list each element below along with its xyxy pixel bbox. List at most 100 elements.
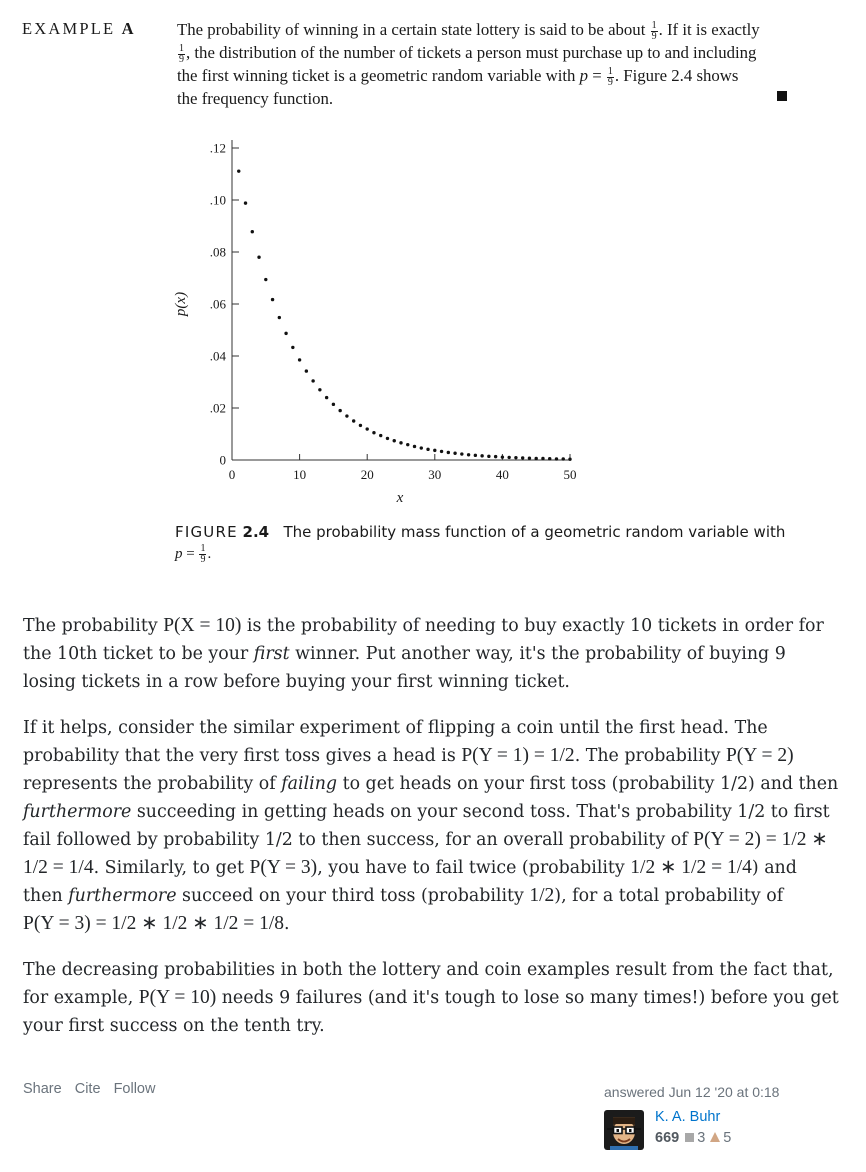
data-point <box>433 448 437 453</box>
math-expression: 1/2 ∗ 1/2 = 1/4 <box>630 857 752 878</box>
follow-link[interactable]: Follow <box>113 1081 156 1097</box>
answer-text: winner. Put another way, it's the probab… <box>23 644 786 692</box>
data-point <box>250 230 254 234</box>
user-name-link[interactable]: K. A. Buhr <box>655 1109 721 1125</box>
geometric-pmf-chart: 0 .02 .04 .06 .08 .10 .12 0 10 20 30 40 50 p(x) x <box>170 126 590 510</box>
example-label: EXAMPLE A <box>22 19 134 38</box>
chart-svg: 0 .02 .04 .06 .08 .10 .12 0 10 20 30 40 50 p(x) x <box>173 140 577 506</box>
data-point <box>392 439 396 443</box>
y-tick-label: .02 <box>210 401 226 416</box>
emphasis-text: failing <box>281 774 338 794</box>
y-tick-label: .04 <box>210 349 227 364</box>
data-point <box>480 454 484 458</box>
data-point <box>372 431 376 435</box>
data-point <box>534 456 538 461</box>
data-point <box>453 451 457 455</box>
y-tick-label: .12 <box>210 141 226 156</box>
data-point <box>507 455 511 460</box>
data-point <box>331 402 336 407</box>
data-point <box>243 201 248 205</box>
x-tick-label: 20 <box>361 467 374 482</box>
data-point <box>338 408 342 413</box>
answer-text: represents the probability of <box>23 774 282 794</box>
data-point <box>493 454 498 459</box>
data-point <box>297 358 302 362</box>
data-point <box>257 255 261 259</box>
emphasis-text: first <box>253 644 290 664</box>
emphasis-text: furthermore <box>23 802 132 822</box>
answer-text: The decreasing probabilities in both the… <box>23 960 834 1008</box>
data-point <box>237 169 241 173</box>
answer-paragraph-1: The probability P(X = 10) is the probabi… <box>23 612 841 696</box>
data-point <box>379 433 383 438</box>
answer-text: is the probability of needing to buy exa… <box>23 616 824 664</box>
data-point <box>345 414 349 418</box>
data-point <box>561 457 565 461</box>
math-expression: P(Y = 1) = 1/2 <box>461 745 575 766</box>
data-point <box>487 454 491 459</box>
data-point <box>446 450 451 455</box>
y-tick-label: .06 <box>210 297 227 312</box>
math-expression: P(Y = 2) <box>725 745 794 766</box>
data-point <box>412 444 417 449</box>
answered-timestamp[interactable]: answered Jun 12 '20 at 0:18 <box>604 1084 780 1100</box>
data-point <box>527 456 532 460</box>
share-link[interactable]: Share <box>23 1081 62 1097</box>
data-point <box>264 277 268 282</box>
answer-text: succeeding in getting heads on your seco… <box>23 802 830 850</box>
x-tick-label: 10 <box>293 467 306 482</box>
answer-text: ) and then <box>23 858 797 906</box>
cite-link[interactable]: Cite <box>74 1081 101 1097</box>
data-point <box>324 395 329 400</box>
glasses-face-avatar-icon[interactable] <box>604 1110 644 1150</box>
data-point <box>385 436 390 441</box>
reputation-score: 669 <box>655 1130 680 1146</box>
example-line-1: The probability of winning in a certain … <box>177 20 760 42</box>
data-point <box>466 453 471 457</box>
data-point <box>277 315 282 320</box>
data-point <box>358 423 363 428</box>
data-point <box>270 297 275 302</box>
y-tick-label: .08 <box>210 245 226 260</box>
x-tick-label: 0 <box>229 467 236 482</box>
answer-text: , you have to fail twice (probability <box>317 858 631 878</box>
data-point <box>291 345 295 350</box>
user-stats: 669 3 5 <box>655 1130 731 1146</box>
data-point <box>520 456 525 460</box>
answer-text: The probability <box>23 616 164 636</box>
data-point <box>514 455 518 460</box>
emphasis-text: furthermore <box>68 886 177 906</box>
end-of-example-square-icon <box>777 91 787 101</box>
y-tick-label: .10 <box>210 193 226 208</box>
data-point <box>399 441 403 445</box>
data-point <box>351 419 356 423</box>
data-point <box>284 331 288 336</box>
answer-text: needs 9 failures (and it's tough to lose… <box>23 988 839 1036</box>
answer-paragraph-3: The decreasing probabilities in both the… <box>23 956 841 1040</box>
data-point <box>554 457 559 461</box>
silver-badge-icon <box>685 1133 695 1142</box>
textbook-excerpt: EXAMPLE A The probability of winning in … <box>0 0 866 580</box>
answer-text: . <box>284 914 290 934</box>
bronze-badge-icon <box>710 1132 721 1142</box>
data-point <box>473 453 478 458</box>
data-point <box>500 455 505 459</box>
data-point <box>304 369 309 373</box>
user-card: answered Jun 12 '20 at 0:18 K. A. Buhr 6… <box>604 1084 844 1154</box>
post-menu: Share Cite Follow <box>23 1081 164 1097</box>
figure-caption: FIGURE 2.4 The probability mass function… <box>175 521 795 565</box>
example-line-4: the frequency function. <box>177 89 334 108</box>
bronze-badge-count: 5 <box>723 1130 732 1146</box>
math-expression: P(Y = 3) = 1/2 ∗ 1/2 ∗ 1/2 = 1/8 <box>23 913 285 934</box>
answer-text: . Similarly, to get <box>93 858 250 878</box>
example-line-3: the first winning ticket is a geometric … <box>177 66 739 88</box>
answer-text: to get heads on your first toss (probabi… <box>337 774 839 794</box>
x-tick-label: 50 <box>564 467 577 482</box>
answer-text: If it helps, consider the similar experi… <box>23 718 768 766</box>
